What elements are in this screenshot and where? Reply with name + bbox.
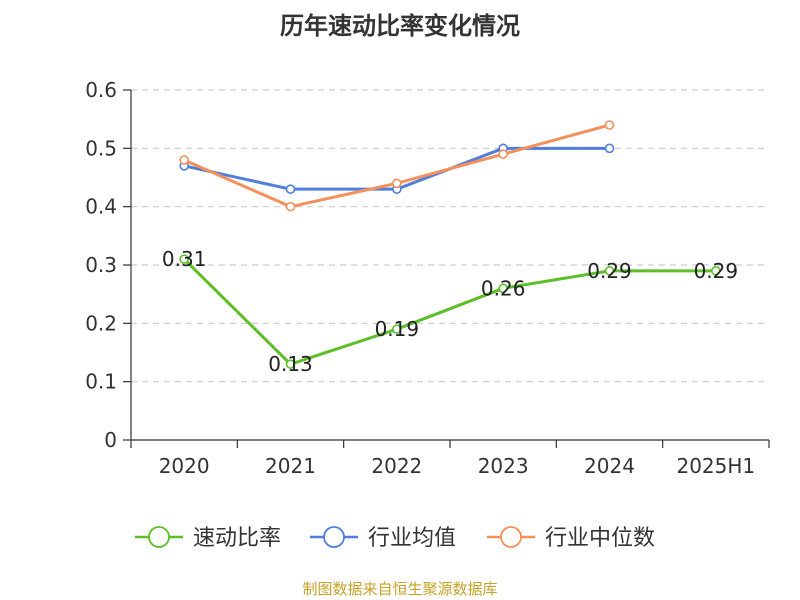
data-label: 0.29 xyxy=(694,259,739,283)
data-label: 0.31 xyxy=(162,247,207,271)
legend-label: 速动比率 xyxy=(193,526,281,551)
legend-label: 行业均值 xyxy=(368,526,456,551)
source-note: 制图数据来自恒生聚源数据库 xyxy=(302,580,497,598)
x-tick-label: 2020 xyxy=(159,454,210,478)
data-point xyxy=(604,120,615,130)
data-point xyxy=(604,143,615,154)
data-label: 0.19 xyxy=(375,317,420,341)
data-point xyxy=(604,266,615,276)
legend: 速动比率 行业均值 行业中位数 xyxy=(135,526,655,551)
x-tick-label: 2023 xyxy=(478,454,529,478)
y-tick-label: 0.3 xyxy=(85,253,117,277)
legend-label: 行业中位数 xyxy=(545,526,655,551)
y-tick-label: 0.1 xyxy=(85,370,117,394)
x-tick-label: 2022 xyxy=(371,454,422,478)
data-label: 0.26 xyxy=(481,276,526,300)
data-point xyxy=(285,201,296,212)
data-point xyxy=(179,155,189,165)
y-tick-label: 0.4 xyxy=(85,195,117,219)
x-tick-label: 2021 xyxy=(265,454,316,478)
x-tick-label: 2025H1 xyxy=(676,454,755,478)
data-labels: 0.31 0.13 0.19 0.26 0.29 0.29 xyxy=(162,247,738,376)
y-tick-label: 0.6 xyxy=(85,78,117,102)
legend-item[interactable]: 行业均值 xyxy=(310,526,456,551)
series-line-2 xyxy=(182,123,611,209)
legend-marker xyxy=(323,526,345,548)
data-point xyxy=(285,184,296,194)
data-label: 0.13 xyxy=(268,352,313,376)
legend-item[interactable]: 速动比率 xyxy=(135,526,281,551)
grid xyxy=(131,89,769,383)
legend-marker xyxy=(148,526,170,548)
data-point xyxy=(285,359,296,369)
y-tick-label: 0.2 xyxy=(85,311,117,335)
axes: 0 0.1 0.2 0.3 0.4 0.5 0.6 2020 2021 2022 2023 2024 2… xyxy=(85,78,770,478)
data-point xyxy=(179,254,189,264)
data-point xyxy=(498,149,508,159)
chart-title: 历年速动比率变化情况 xyxy=(280,12,520,40)
legend-item[interactable]: 行业中位数 xyxy=(487,526,655,551)
x-tick-label: 2024 xyxy=(584,454,635,478)
y-tick-label: 0.5 xyxy=(85,136,117,160)
data-point xyxy=(498,283,508,294)
y-tick-label: 0 xyxy=(104,428,117,452)
legend-marker xyxy=(500,526,522,548)
data-point xyxy=(392,324,402,334)
series xyxy=(179,120,721,369)
data-point xyxy=(392,178,402,189)
data-label: 0.29 xyxy=(587,259,632,283)
data-point xyxy=(711,266,721,276)
series-line-0 xyxy=(182,257,718,366)
